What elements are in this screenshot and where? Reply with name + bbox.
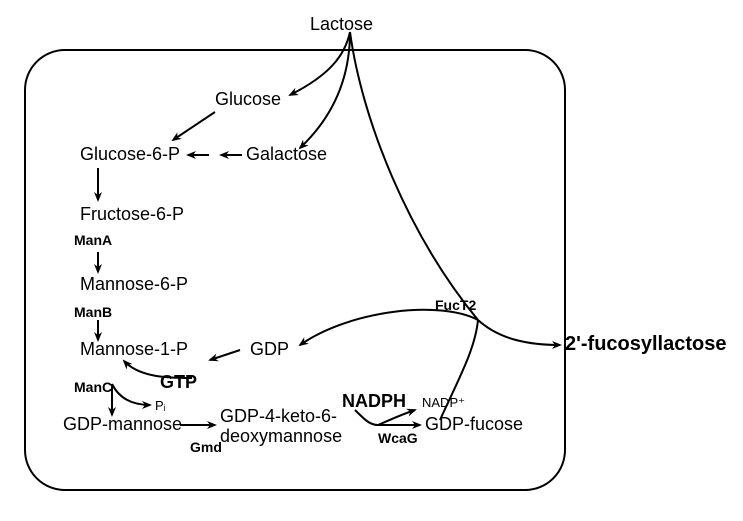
node-nadp: NADP⁺ (422, 395, 465, 410)
node-gtp: GTP (160, 372, 197, 392)
node-manB: ManB (74, 304, 112, 320)
fuct2-to-gdp (300, 310, 478, 345)
node-galactose: Galactose (246, 144, 327, 164)
node-glucose6p: Glucose-6-P (80, 144, 180, 164)
node-manC: ManC (74, 379, 112, 395)
node-gdp: GDP (250, 339, 289, 359)
node-gdpfucose: GDP-fucose (425, 414, 523, 434)
node-product: 2'-fucosyllactose (565, 333, 726, 355)
node-gdpmannose: GDP-mannose (63, 414, 182, 434)
node-gmd: Gmd (190, 439, 222, 455)
node-mannose1p: Mannose-1-P (80, 339, 188, 359)
lactose-to-fuct2 (350, 32, 478, 320)
node-fructose6p: Fructose-6-P (80, 204, 184, 224)
node-wcaG: WcaG (378, 430, 418, 446)
node-gdp4keto_l2: deoxymannose (220, 426, 342, 446)
pi-out (112, 384, 150, 405)
node-glucose: Glucose (215, 89, 281, 109)
fuct2-to-product (478, 320, 560, 345)
nadp-out (378, 410, 415, 425)
node-mannose6p: Mannose-6-P (80, 274, 188, 294)
nadph-in (355, 410, 378, 425)
node-fucT2: FucT2 (435, 297, 476, 313)
node-pi: Pᵢ (155, 398, 166, 413)
glucose-to-g6p (173, 112, 215, 140)
node-lactose: Lactose (310, 14, 373, 34)
node-manA: ManA (74, 232, 112, 248)
node-nadph: NADPH (342, 391, 406, 411)
gdp-to-m1p (210, 350, 240, 360)
node-gdp4keto_l1: GDP-4-keto-6- (220, 406, 337, 426)
